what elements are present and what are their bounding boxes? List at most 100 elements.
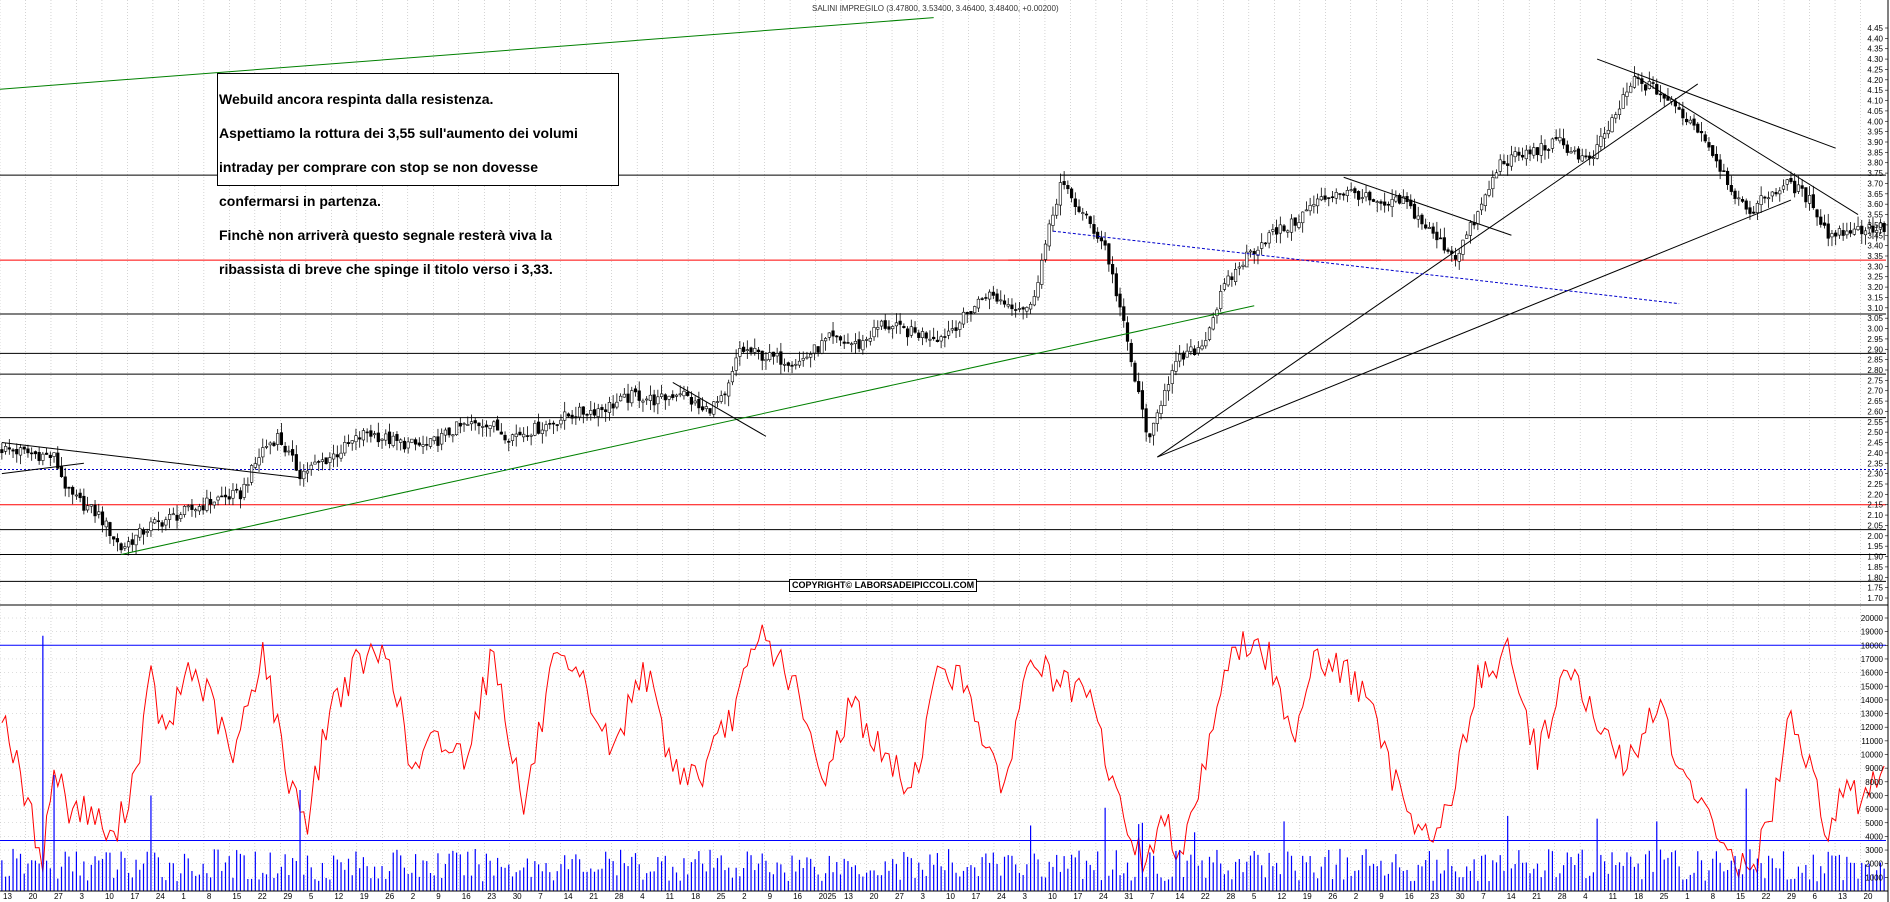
candle-body [462,423,466,425]
candle-body [850,343,854,346]
candle-body [1561,138,1566,146]
candle-body [302,470,306,480]
y-tick-label: 2.10 [1867,511,1883,520]
candle-body [1427,227,1432,229]
candle-body [365,431,369,434]
candle-body [932,336,936,340]
candle-body [231,489,235,499]
candle-body [89,504,93,507]
candle-body [555,424,559,426]
y-tick-label: 2.60 [1867,407,1883,416]
candle-body [790,364,794,367]
candle-body [1565,144,1569,153]
candle-body [1040,260,1044,285]
candle-body [1002,300,1007,305]
candle-body [1755,203,1760,214]
y-tick-label: 3.65 [1867,190,1883,199]
candle-body [995,293,999,302]
candle-body [1066,185,1070,190]
candle-body [1159,405,1163,414]
candle-body [1118,293,1122,308]
x-tick-label: 30 [513,892,522,901]
y-tick-label: 12000 [1861,723,1884,732]
trendline [1634,75,1859,215]
candle-body [879,320,884,327]
candle-body [1766,197,1771,200]
candle-body [395,434,399,441]
x-tick-label: 2025 [819,892,837,901]
candle-body [15,449,19,455]
candle-body [991,291,995,296]
x-tick-label: 30 [1456,892,1465,901]
candle-body [1237,266,1241,269]
candle-body [242,483,246,498]
x-tick-label: 23 [487,892,496,901]
x-tick-label: 25 [1660,892,1669,901]
candle-body [615,401,619,408]
candle-body [324,457,328,465]
x-tick-label: 10 [105,892,114,901]
x-tick-label: 27 [54,892,63,901]
candle-body [566,413,571,417]
candle-body [1222,283,1227,290]
y-tick-label: 2.45 [1867,439,1883,448]
candle-body [1360,197,1364,199]
candle-body [1185,350,1189,358]
y-tick-label: 1.90 [1867,553,1883,562]
candle-body [7,447,11,450]
candle-body [1241,264,1245,267]
candle-body [857,339,861,349]
candle-body [1446,249,1450,252]
candle-body [820,340,824,354]
candle-body [1412,203,1417,219]
x-tick-label: 3 [921,892,926,901]
y-tick-label: 18000 [1861,641,1884,650]
trendline [1596,58,1836,149]
candle-body [984,297,988,299]
candle-body [887,326,891,330]
candle-body [1826,223,1830,239]
candle-body [715,401,720,403]
candle-body [693,400,697,404]
candle-body [1230,276,1234,280]
y-tick-label: 1.70 [1867,594,1883,603]
candle-body [410,438,414,443]
trendline [121,305,1255,555]
candle-body [1032,296,1036,306]
candle-body [1364,192,1368,198]
candle-body [1304,209,1309,212]
candle-body [1558,136,1562,142]
candle-body [999,299,1003,302]
y-tick-label: 7000 [1865,791,1883,800]
y-tick-label: 15000 [1861,682,1884,691]
candle-body [190,504,194,510]
candle-body [756,349,761,353]
candle-body [1140,390,1145,410]
candle-body [976,298,981,309]
y-tick-label: 1.85 [1867,563,1883,572]
candle-body [652,394,656,406]
x-tick-label: 2 [411,892,416,901]
candle-body [145,530,149,533]
candle-body [216,496,220,501]
candle-body [481,426,485,428]
x-tick-label: 21 [589,892,598,901]
candle-body [320,459,325,462]
candle-body [1148,433,1152,438]
candle-body [570,414,574,419]
x-tick-label: 2 [742,892,747,901]
candle-body [1200,345,1204,350]
x-tick-label: 1 [181,892,186,901]
candle-body [1684,118,1689,123]
candle-body [339,452,343,459]
candle-body [1860,225,1864,235]
candle-body [946,330,951,336]
annotation-line: Webuild ancora respinta dalla resistenza… [219,91,494,107]
candle-body [235,488,239,491]
annotation-line: confermarsi in partenza. [219,193,381,209]
candle-body [1055,203,1059,216]
candle-body [708,408,712,414]
candle-body [1759,195,1763,205]
candle-body [279,432,284,445]
candle-body [1114,273,1118,297]
